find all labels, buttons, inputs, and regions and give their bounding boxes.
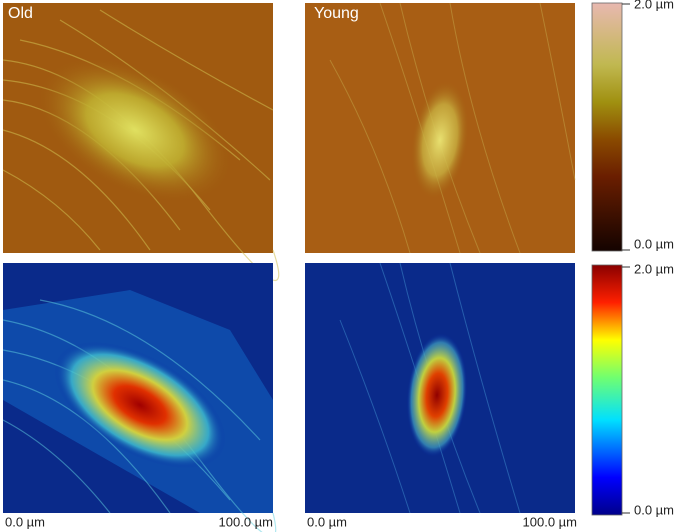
colorbar-max: 2.0 µm: [634, 0, 674, 11]
height-colorbar: 2.0 µm 0.0 µm: [591, 0, 674, 251]
colorbar-max: 2.0 µm: [634, 261, 674, 276]
panel-label: Old: [8, 5, 33, 22]
jet-colorbar: 2.0 µm 0.0 µm: [591, 261, 674, 517]
young-jet-image: [305, 262, 575, 514]
scale-start: 0.0 µm: [307, 514, 347, 529]
scale-end: 100.0 µm: [219, 514, 273, 529]
scale-end: 100.0 µm: [523, 514, 577, 529]
scale-start: 0.0 µm: [5, 514, 45, 529]
colorbar-min: 0.0 µm: [634, 236, 674, 251]
old-jet-image: [2, 263, 277, 532]
young-height-image: Young: [305, 2, 576, 254]
old-height-image: Old: [2, 3, 280, 281]
colorbar-min: 0.0 µm: [634, 502, 674, 517]
panel-label: Young: [314, 5, 359, 22]
